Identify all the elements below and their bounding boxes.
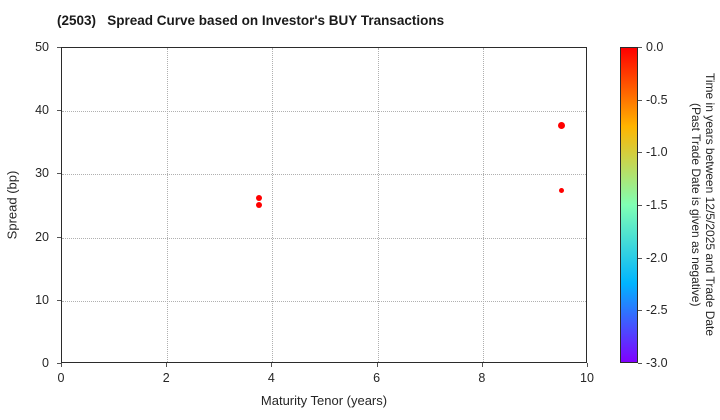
x-tick bbox=[376, 363, 378, 367]
plot-area bbox=[61, 47, 587, 363]
colorbar-tick bbox=[638, 257, 642, 259]
x-tick-label: 0 bbox=[57, 371, 65, 385]
y-tick-label: 20 bbox=[35, 229, 49, 244]
x-gridline bbox=[167, 48, 169, 362]
x-tick-label: 4 bbox=[267, 371, 275, 385]
x-tick bbox=[481, 363, 483, 367]
y-tick bbox=[57, 299, 61, 301]
x-tick-label: 10 bbox=[580, 371, 594, 385]
x-gridline bbox=[377, 48, 379, 362]
y-tick-label: 10 bbox=[35, 292, 49, 307]
colorbar-tick-label: -2.0 bbox=[646, 250, 668, 265]
x-gridline bbox=[482, 48, 484, 362]
x-gridline bbox=[272, 48, 274, 362]
y-tick-label: 50 bbox=[35, 40, 49, 54]
y-tick bbox=[57, 173, 61, 175]
colorbar-tick bbox=[638, 310, 642, 312]
colorbar-label-line1: Time in years between 12/5/2025 and Trad… bbox=[703, 73, 717, 337]
colorbar-tick bbox=[638, 152, 642, 154]
y-gridline bbox=[62, 300, 586, 302]
colorbar-tick bbox=[638, 99, 642, 101]
y-tick-label: 0 bbox=[42, 356, 49, 370]
colorbar-tick bbox=[638, 47, 642, 48]
y-tick bbox=[57, 236, 61, 238]
x-axis-label: Maturity Tenor (years) bbox=[260, 393, 388, 408]
x-tick bbox=[166, 363, 168, 367]
colorbar-tick-label: -1.0 bbox=[646, 145, 668, 160]
x-tick bbox=[61, 363, 62, 367]
y-gridline bbox=[62, 174, 586, 176]
y-tick-label: 40 bbox=[35, 103, 49, 118]
colorbar-tick-label: -0.5 bbox=[646, 92, 668, 107]
chart-title: (2503) Spread Curve based on Investor's … bbox=[57, 13, 445, 28]
colorbar-tick-label: -3.0 bbox=[646, 356, 668, 370]
colorbar-tick bbox=[638, 363, 642, 364]
x-tick-label: 8 bbox=[478, 371, 486, 385]
data-point bbox=[256, 195, 263, 202]
colorbar-tick bbox=[638, 205, 642, 206]
colorbar-tick-label: 0.0 bbox=[646, 40, 664, 54]
data-point bbox=[558, 122, 566, 130]
x-tick bbox=[271, 363, 273, 367]
x-tick-label: 6 bbox=[373, 371, 381, 385]
y-tick bbox=[57, 47, 61, 48]
colorbar-axis-label: Time in years between 12/5/2025 and Trad… bbox=[687, 47, 717, 363]
colorbar-tick-label: -2.5 bbox=[646, 303, 668, 318]
y-tick bbox=[57, 363, 61, 364]
colorbar-tick-label: -1.5 bbox=[646, 198, 668, 212]
x-tick bbox=[587, 363, 588, 367]
y-gridline bbox=[62, 237, 586, 239]
colorbar-label-line2: (Past Trade Date is given as negative) bbox=[689, 103, 703, 307]
y-gridline bbox=[62, 111, 586, 113]
colorbar bbox=[620, 47, 638, 363]
x-tick-label: 2 bbox=[162, 371, 170, 385]
data-point bbox=[256, 201, 263, 208]
data-point bbox=[559, 188, 565, 194]
y-tick-label: 30 bbox=[35, 166, 49, 181]
y-tick bbox=[57, 110, 61, 112]
